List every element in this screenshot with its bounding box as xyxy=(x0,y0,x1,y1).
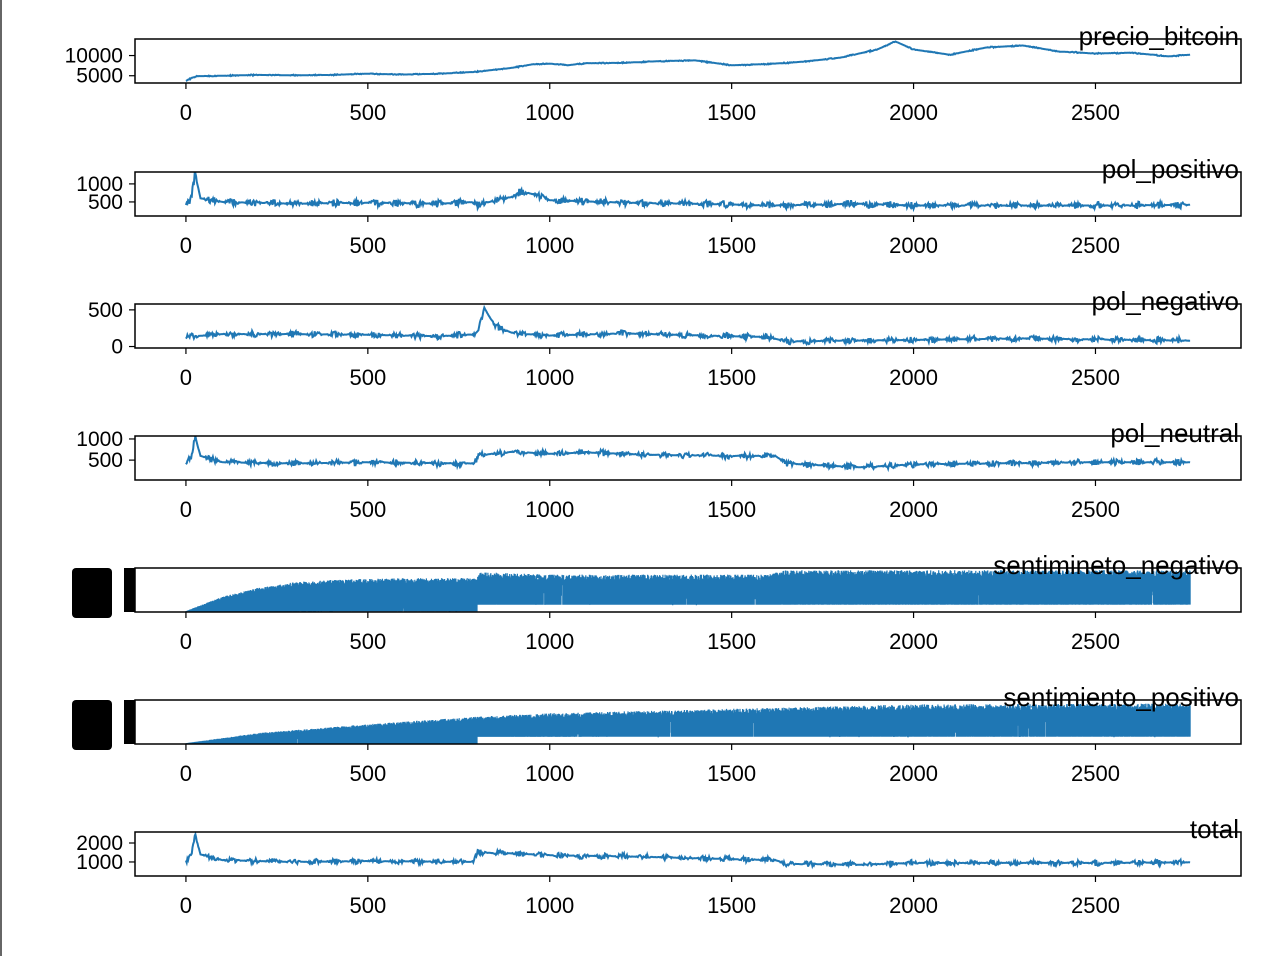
subplot-title: total xyxy=(1190,814,1239,844)
xtick-label: 1000 xyxy=(525,233,574,258)
xtick-label: 500 xyxy=(349,233,386,258)
xtick-label: 1500 xyxy=(707,629,756,654)
xtick-label: 2000 xyxy=(889,497,938,522)
window-left-border xyxy=(0,0,2,956)
ytick-label: 1000 xyxy=(76,851,123,874)
series-line-total xyxy=(184,831,1191,870)
ytick-labels-overlapping xyxy=(72,700,112,750)
xtick-label: 500 xyxy=(349,629,386,654)
ytick-marks-overlapping xyxy=(124,700,135,744)
xtick-label: 1000 xyxy=(525,761,574,786)
xtick-label: 0 xyxy=(180,365,192,390)
subplot-title: pol_positivo xyxy=(1102,154,1239,184)
xtick-label: 1000 xyxy=(525,497,574,522)
xtick-label: 2500 xyxy=(1071,233,1120,258)
xtick-label: 1500 xyxy=(707,893,756,918)
ytick-label: 10000 xyxy=(65,45,123,68)
xtick-label: 1500 xyxy=(707,761,756,786)
subplot-sentimineto_negativo: 0 500 1000 1500 2000 2500 sentimineto_negativo xyxy=(72,550,1242,654)
series-line-pol_positivo xyxy=(184,171,1191,213)
subplot-title: sentimineto_negativo xyxy=(993,550,1239,580)
xtick-label: 1500 xyxy=(707,497,756,522)
xtick-label: 1000 xyxy=(525,100,574,125)
axes-frame xyxy=(134,831,1242,877)
xtick-label: 0 xyxy=(180,761,192,786)
ytick-label: 5000 xyxy=(76,65,123,88)
xtick-label: 500 xyxy=(349,365,386,390)
series-line-pol_neutral xyxy=(185,435,1191,473)
xtick-label: 2500 xyxy=(1071,761,1120,786)
xtick-label: 0 xyxy=(180,629,192,654)
ytick-label: 500 xyxy=(88,299,123,322)
xtick-label: 1500 xyxy=(707,100,756,125)
ytick-label: 2000 xyxy=(76,832,123,855)
xtick-label: 1500 xyxy=(707,365,756,390)
xtick-label: 2000 xyxy=(889,893,938,918)
xtick-label: 2000 xyxy=(889,761,938,786)
subplot-title: precio_bitcoin xyxy=(1079,21,1239,51)
xtick-label: 1000 xyxy=(525,893,574,918)
subplot-title: pol_negativo xyxy=(1092,286,1239,316)
xtick-label: 2000 xyxy=(889,100,938,125)
xtick-label: 1000 xyxy=(525,629,574,654)
axes-frame xyxy=(134,303,1242,349)
axes-frame xyxy=(134,435,1242,481)
xtick-label: 2000 xyxy=(889,629,938,654)
series-line-precio_bitcoin xyxy=(185,40,1191,82)
xtick-label: 500 xyxy=(349,497,386,522)
xtick-label: 0 xyxy=(180,497,192,522)
ytick-label: 0 xyxy=(111,336,123,359)
subplot-title: pol_neutral xyxy=(1110,418,1239,448)
axes-frame xyxy=(134,171,1242,217)
xtick-label: 2000 xyxy=(889,233,938,258)
xtick-label: 1000 xyxy=(525,365,574,390)
xtick-label: 2500 xyxy=(1071,100,1120,125)
ytick-label: 500 xyxy=(88,449,123,472)
ytick-labels-overlapping xyxy=(72,568,112,618)
xtick-label: 2500 xyxy=(1071,893,1120,918)
subplot-pol_negativo: 0 500 1000 1500 2000 2500 0 500 pol_negativo xyxy=(88,286,1242,390)
xtick-label: 500 xyxy=(349,893,386,918)
axes-frame xyxy=(134,38,1242,84)
ytick-label: 500 xyxy=(88,191,123,214)
axes-frame xyxy=(134,567,1242,613)
series-line-pol_negativo xyxy=(185,304,1191,347)
xtick-label: 500 xyxy=(349,100,386,125)
xtick-label: 0 xyxy=(180,233,192,258)
xtick-label: 2500 xyxy=(1071,497,1120,522)
ytick-label: 1000 xyxy=(76,428,123,451)
xtick-label: 1500 xyxy=(707,233,756,258)
xtick-label: 2500 xyxy=(1071,365,1120,390)
xtick-label: 500 xyxy=(349,761,386,786)
xtick-label: 0 xyxy=(180,893,192,918)
axes-frame xyxy=(134,699,1242,745)
xtick-label: 2500 xyxy=(1071,629,1120,654)
xtick-label: 2000 xyxy=(889,365,938,390)
subplot-title: sentimiento_positivo xyxy=(1003,682,1239,712)
xtick-label: 0 xyxy=(180,100,192,125)
ytick-label: 1000 xyxy=(76,173,123,196)
ytick-marks-overlapping xyxy=(124,568,135,612)
subplot-sentimiento_positivo: 0 500 1000 1500 2000 2500 sentimiento_positivo xyxy=(72,682,1242,786)
